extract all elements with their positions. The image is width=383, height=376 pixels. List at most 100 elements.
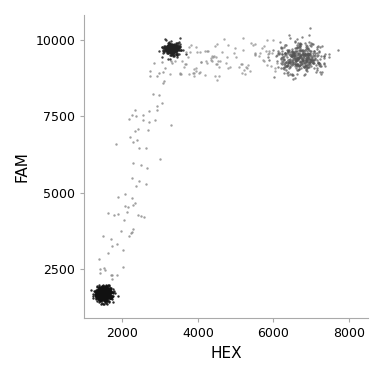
Point [96,291,102,297]
Point [98,289,105,295]
Point [271,74,277,80]
Point [121,217,127,223]
Point [173,41,179,47]
Point [99,290,105,296]
Point [105,294,111,300]
Point [305,64,311,70]
Point [110,293,116,299]
Point [97,293,103,299]
Point [96,291,102,297]
Point [98,296,104,302]
Point [110,289,116,295]
Point [307,59,313,65]
Point [102,291,108,297]
Point [309,53,316,59]
Point [97,289,103,295]
Point [301,60,307,66]
Point [170,49,177,55]
Point [101,293,107,299]
Point [99,288,105,294]
Point [99,289,105,295]
Point [97,296,103,302]
Point [97,291,103,297]
Point [98,289,105,295]
Point [101,291,108,297]
Point [276,52,282,58]
Point [97,291,103,297]
Point [165,40,171,46]
Point [101,291,108,297]
Point [305,52,311,58]
Point [105,291,111,297]
Point [96,295,102,301]
Point [159,54,165,60]
Point [99,292,105,298]
Point [170,48,176,54]
Point [98,291,104,297]
Point [281,56,287,62]
Point [115,194,121,200]
Point [99,285,105,291]
Point [100,290,106,296]
Point [292,53,298,59]
Point [99,290,105,296]
Point [100,287,106,293]
Point [104,293,110,299]
Point [97,294,103,300]
Point [102,286,108,292]
Point [299,56,305,62]
Point [98,291,104,297]
Point [132,107,138,113]
Point [95,293,101,299]
Point [204,48,210,54]
Point [170,46,176,52]
Point [169,42,175,48]
Point [98,285,105,291]
Point [315,43,321,49]
Point [169,48,175,54]
Point [283,67,289,73]
Point [292,45,298,51]
Point [305,54,311,60]
Point [136,145,142,151]
Point [101,294,108,300]
Point [94,291,100,297]
Point [300,51,306,57]
Point [95,293,101,299]
Point [102,292,108,298]
Point [101,294,107,300]
Point [296,66,302,72]
Point [101,290,108,296]
Point [295,50,301,56]
Point [166,42,172,48]
Point [95,287,101,293]
Point [101,291,108,297]
Point [293,55,299,61]
Point [100,294,106,300]
Point [103,287,110,293]
Point [97,287,103,293]
Point [166,49,172,55]
Point [99,290,105,296]
Point [107,290,113,296]
Point [170,50,176,56]
Point [171,47,177,53]
Point [97,289,103,295]
Point [181,64,187,70]
Point [304,51,310,57]
Point [314,53,321,59]
Point [101,288,108,294]
Point [162,47,169,53]
Point [172,46,178,52]
Point [198,59,204,65]
Point [126,116,133,122]
Point [176,47,182,53]
Point [98,290,105,296]
Point [99,288,105,294]
Point [161,45,167,51]
Point [306,47,312,53]
Point [167,44,173,50]
Point [99,290,105,296]
Point [98,292,104,298]
Point [303,58,309,64]
